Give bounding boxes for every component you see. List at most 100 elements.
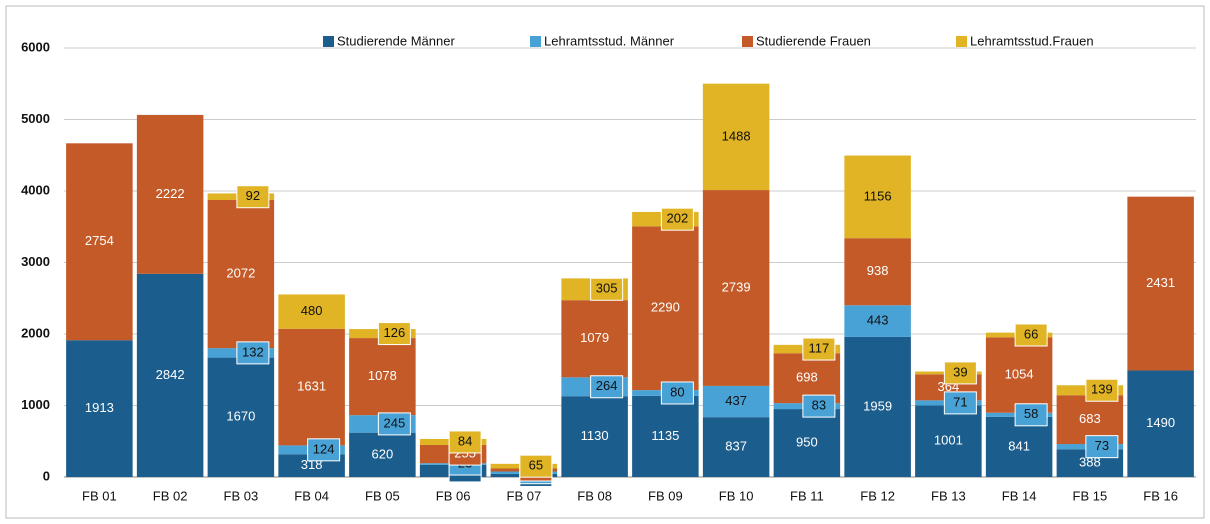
- value-label: 388: [1079, 455, 1101, 470]
- bar-segment: [136, 273, 204, 477]
- value-label: 1078: [368, 368, 397, 383]
- value-label: 202: [667, 211, 689, 226]
- chart-border: [5, 5, 1205, 519]
- bar-segment: [702, 417, 770, 477]
- bar-segment: [278, 294, 345, 329]
- x-tick-label: FB 13: [931, 488, 966, 503]
- x-tick-label: FB 14: [1002, 488, 1037, 503]
- bar-segment: [1127, 370, 1194, 477]
- label-box: [377, 322, 411, 346]
- value-label: 620: [372, 446, 394, 461]
- x-tick-label: FB 09: [648, 488, 683, 503]
- x-tick-label: FB 06: [436, 488, 471, 503]
- value-label: 683: [1079, 411, 1101, 426]
- x-tick-label: FB 12: [860, 488, 895, 503]
- label-box: [1085, 435, 1119, 459]
- y-tick-label: 4000: [21, 182, 50, 197]
- value-label: 1631: [297, 379, 326, 394]
- bar-segment: [561, 396, 628, 477]
- x-tick-label: FB 07: [507, 488, 542, 503]
- value-label: 117: [809, 340, 830, 355]
- y-tick-label: 2000: [21, 325, 50, 340]
- bar-segment: [66, 143, 133, 341]
- value-label: 2290: [651, 300, 680, 315]
- value-label: 1054: [1005, 366, 1034, 381]
- bar-segment: [985, 337, 1053, 413]
- value-label: 2072: [226, 266, 255, 281]
- label-box: [448, 430, 482, 454]
- value-label: 837: [725, 439, 747, 454]
- bar-segment: [207, 200, 275, 349]
- label-box: [236, 341, 270, 365]
- value-label: 126: [384, 325, 406, 340]
- value-label: 437: [725, 393, 747, 408]
- label-box: [802, 394, 836, 418]
- legend-swatch: [323, 36, 334, 47]
- value-label: 132: [242, 344, 264, 359]
- bar-segment: [844, 305, 911, 337]
- value-label: 1001: [934, 433, 963, 448]
- bar-segment: [278, 328, 345, 446]
- x-tick-label: FB 08: [577, 488, 612, 503]
- x-tick-label: FB 11: [790, 488, 824, 503]
- y-tick-label: 0: [43, 468, 50, 483]
- value-label: 1490: [1146, 415, 1175, 430]
- value-label: 80: [670, 384, 684, 399]
- value-label: 1130: [581, 428, 609, 443]
- value-label: 65: [529, 458, 543, 473]
- x-tick-label: FB 04: [294, 488, 329, 503]
- value-label: 139: [1091, 382, 1113, 397]
- label-box: [943, 361, 977, 385]
- bar-segment: [702, 385, 770, 418]
- value-label: 480: [301, 303, 323, 318]
- value-label: 83: [812, 398, 826, 413]
- value-label: 39: [953, 364, 967, 379]
- value-label: 1913: [85, 400, 114, 415]
- legend-label: Lehramtsstud.Frauen: [970, 33, 1094, 48]
- value-label: 443: [867, 313, 889, 328]
- label-box: [1014, 403, 1048, 427]
- bar-segment: [349, 338, 416, 416]
- value-label: 1135: [651, 428, 679, 443]
- x-tick-label: FB 15: [1073, 488, 1108, 503]
- bar-segment: [136, 114, 204, 274]
- y-tick-label: 6000: [21, 39, 50, 54]
- bar-segment: [66, 340, 133, 477]
- label-box: [660, 381, 694, 405]
- y-tick-label: 5000: [21, 111, 50, 126]
- x-tick-label: FB 02: [153, 488, 188, 503]
- bar-segment: [349, 432, 416, 477]
- label-box: [236, 185, 270, 209]
- bar-segment: [844, 238, 911, 306]
- x-tick-label: FB 01: [82, 488, 117, 503]
- value-label: 66: [1024, 326, 1038, 341]
- value-label: 698: [796, 370, 818, 385]
- label-box: [519, 454, 553, 478]
- value-label: 1156: [864, 188, 892, 203]
- bar-segment: [915, 405, 982, 477]
- bar-segment: [632, 395, 699, 477]
- label-box: [307, 438, 341, 462]
- label-box: [377, 412, 411, 436]
- value-label: 938: [867, 263, 889, 278]
- value-label: 2842: [156, 367, 185, 382]
- value-label: 1488: [722, 128, 751, 143]
- bar-segment: [207, 357, 275, 477]
- x-tick-label: FB 03: [224, 488, 259, 503]
- legend-swatch: [530, 36, 541, 47]
- label-box: [590, 375, 624, 399]
- value-label: 1670: [226, 409, 255, 424]
- value-label: 1959: [863, 398, 892, 413]
- x-tick-label: FB 10: [719, 488, 754, 503]
- value-label: 92: [246, 188, 260, 203]
- y-tick-label: 3000: [21, 254, 50, 269]
- x-tick-label: FB 05: [365, 488, 400, 503]
- legend-swatch: [742, 36, 753, 47]
- bar-segment: [844, 336, 911, 477]
- legend-label: Lehramtsstud. Männer: [544, 33, 675, 48]
- value-label: 1079: [580, 330, 609, 345]
- bar-segment: [702, 83, 770, 191]
- label-box: [590, 277, 624, 301]
- bar-segment: [632, 226, 699, 391]
